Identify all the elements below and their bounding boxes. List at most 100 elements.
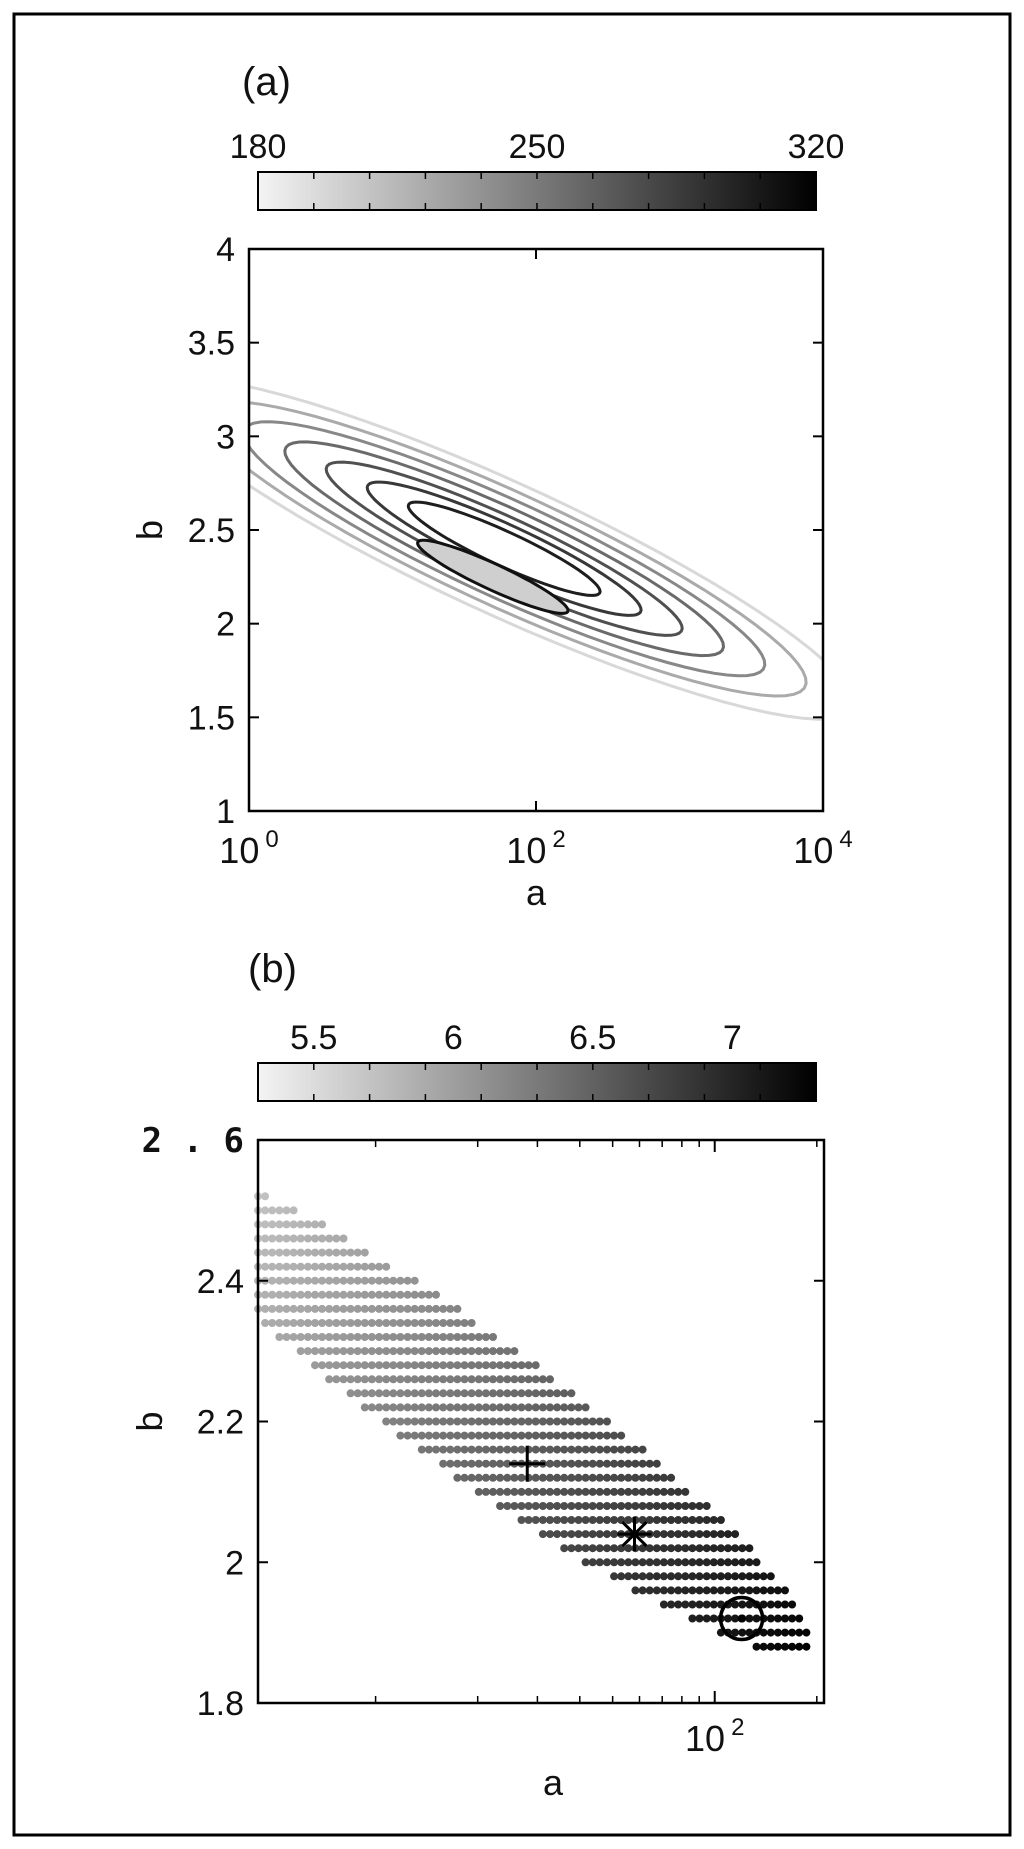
data-point [496, 1389, 505, 1398]
data-point [652, 1530, 661, 1539]
y-tick-label-b: 2 . 6 [142, 1121, 244, 1161]
data-point [681, 1530, 690, 1539]
data-point [282, 1234, 291, 1243]
data-point [731, 1628, 740, 1637]
data-point [453, 1445, 462, 1454]
data-point [439, 1431, 448, 1440]
data-point [524, 1502, 533, 1510]
circle-dot-marker [718, 1595, 765, 1642]
data-point [645, 1473, 654, 1482]
data-point [752, 1558, 761, 1567]
data-point [695, 1544, 704, 1553]
data-point [553, 1431, 562, 1440]
data-point [695, 1516, 704, 1524]
data-point [432, 1361, 440, 1370]
data-point [759, 1600, 768, 1609]
panel-a-label: (a) [242, 60, 291, 104]
data-point [773, 1586, 782, 1595]
data-point [510, 1445, 519, 1454]
data-point [325, 1375, 334, 1384]
data-point [296, 1290, 305, 1299]
data-point [261, 1262, 270, 1271]
data-point [738, 1586, 747, 1595]
data-point [282, 1206, 291, 1215]
data-point [403, 1403, 412, 1412]
data-point [403, 1276, 412, 1285]
data-point [460, 1431, 469, 1440]
data-point [403, 1417, 412, 1426]
data-point [318, 1304, 327, 1313]
data-point [375, 1276, 384, 1285]
data-point [624, 1516, 633, 1524]
data-point [574, 1544, 583, 1553]
data-point [681, 1572, 690, 1581]
data-point [467, 1431, 476, 1440]
data-point [375, 1319, 384, 1327]
data-point [638, 1473, 647, 1482]
data-point [289, 1234, 298, 1243]
data-point [610, 1473, 619, 1482]
y-tick-label-a: 2 [216, 606, 235, 644]
data-point [389, 1333, 398, 1341]
data-point [417, 1375, 426, 1384]
data-point [311, 1234, 319, 1243]
data-point [695, 1600, 704, 1609]
data-point [567, 1544, 576, 1553]
data-point [659, 1516, 668, 1524]
data-point [745, 1586, 754, 1595]
data-point [503, 1403, 512, 1412]
data-point [311, 1220, 319, 1229]
data-point [481, 1417, 490, 1426]
data-point [496, 1445, 505, 1454]
data-point [389, 1389, 398, 1398]
data-point [588, 1516, 597, 1524]
data-point [268, 1234, 277, 1243]
contour-line-290 [406, 500, 602, 597]
data-point [446, 1361, 455, 1370]
data-point [474, 1333, 483, 1341]
data-point [268, 1220, 277, 1229]
data-point [353, 1319, 362, 1327]
data-point [268, 1248, 277, 1257]
data-point [567, 1516, 576, 1524]
data-point [631, 1473, 640, 1482]
data-point [489, 1445, 497, 1454]
data-point [474, 1403, 483, 1412]
data-point [588, 1417, 597, 1426]
data-point [503, 1347, 512, 1356]
contour-line-215 [249, 401, 808, 698]
data-point [574, 1459, 583, 1468]
data-point [538, 1375, 547, 1384]
data-point [424, 1417, 433, 1426]
data-point [531, 1389, 540, 1398]
data-point [695, 1530, 704, 1539]
data-point [375, 1304, 384, 1313]
data-point [503, 1459, 512, 1468]
data-point [795, 1614, 804, 1623]
data-point [652, 1473, 661, 1482]
data-point [311, 1276, 319, 1285]
data-point [460, 1347, 469, 1356]
data-point [396, 1290, 405, 1299]
data-point [510, 1502, 519, 1510]
data-point [795, 1628, 804, 1637]
data-point [489, 1459, 497, 1468]
data-point [439, 1347, 448, 1356]
data-point [389, 1319, 398, 1327]
data-point [496, 1375, 505, 1384]
data-point [788, 1614, 797, 1623]
data-point [481, 1389, 490, 1398]
x-tick-label-a: 10 0 [219, 826, 278, 871]
data-point [318, 1220, 327, 1229]
data-point [603, 1502, 611, 1510]
data-point [268, 1276, 277, 1285]
data-point [510, 1417, 519, 1426]
data-point [503, 1389, 512, 1398]
panel-b: (b) 5.5 6 6.5 7 1.8 2 2.2 2.4 2 . 6 10 2 a b [129, 947, 826, 1803]
x-tick-label-a: 10 2 [506, 826, 565, 871]
data-point [588, 1431, 597, 1440]
data-point [681, 1487, 690, 1496]
data-point [773, 1614, 782, 1623]
data-point [709, 1572, 718, 1581]
data-point [289, 1304, 298, 1313]
